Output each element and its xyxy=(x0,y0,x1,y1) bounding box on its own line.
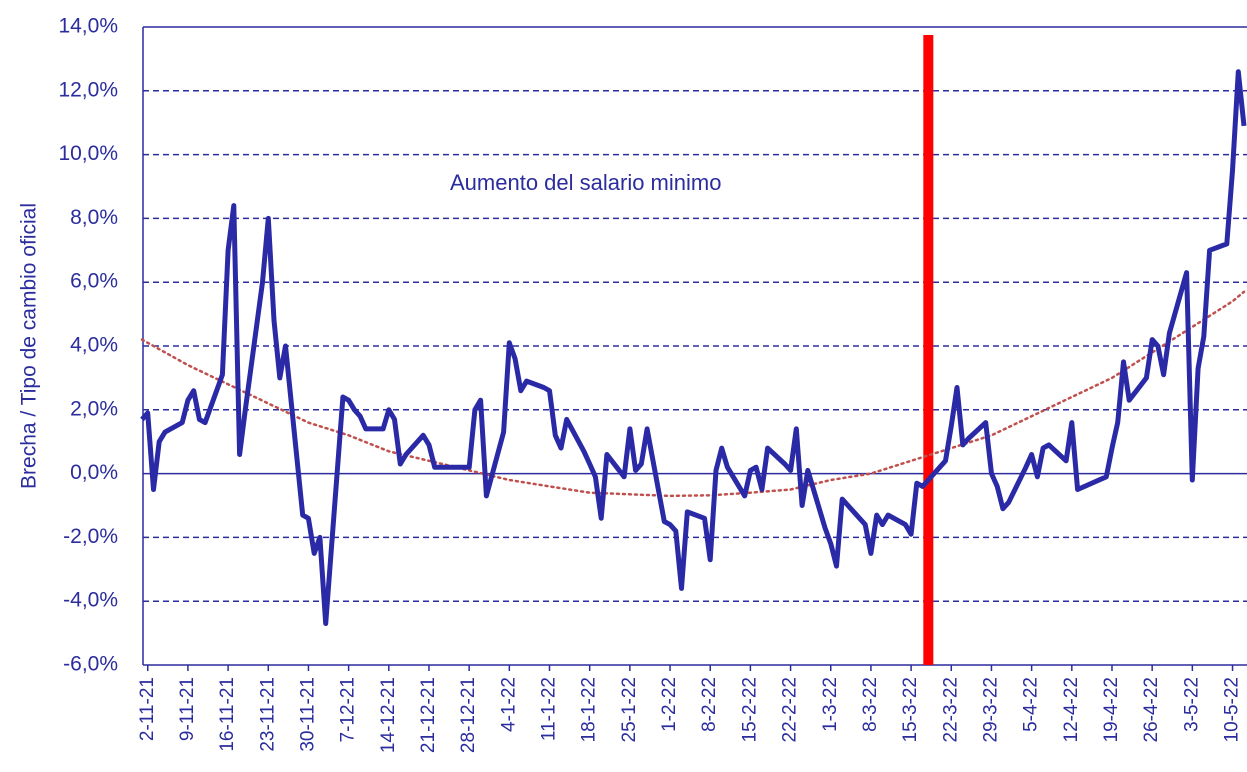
x-tick-label: 15-3-22 xyxy=(900,677,921,743)
x-tick-label: 11-1-22 xyxy=(539,677,560,741)
y-tick-label: -2,0% xyxy=(63,525,118,548)
x-tick-label: 1-2-22 xyxy=(659,677,680,732)
x-tick-label: 12-4-22 xyxy=(1061,677,1082,743)
y-tick-label: 4,0% xyxy=(70,334,118,357)
x-tick-label: 14-12-21 xyxy=(378,677,399,753)
x-tick-label: 5-4-22 xyxy=(1021,677,1042,732)
y-tick-label: 6,0% xyxy=(70,270,118,293)
y-axis-label: Brecha / Tipo de cambio oficial xyxy=(18,203,41,489)
x-tick-label: 16-11-21 xyxy=(217,677,238,752)
x-tick-label: 4-1-22 xyxy=(498,677,519,732)
y-tick-label: -6,0% xyxy=(63,653,118,676)
x-tick-label: 22-2-22 xyxy=(780,677,801,743)
y-tick-label: 2,0% xyxy=(70,397,118,420)
series-line xyxy=(140,69,1247,626)
x-tick-label: 30-11-21 xyxy=(297,677,318,752)
x-tick-label: 21-12-21 xyxy=(418,677,439,753)
x-tick-label: 29-3-22 xyxy=(980,677,1001,743)
x-tick-label: 8-2-22 xyxy=(699,677,720,732)
x-tick-label: 22-3-22 xyxy=(940,677,961,743)
y-tick-label: 12,0% xyxy=(58,78,118,101)
x-tick-label: 26-4-22 xyxy=(1141,677,1162,743)
x-tick-label: 1-3-22 xyxy=(820,677,841,732)
y-tick-label: 0,0% xyxy=(70,461,118,484)
x-tick-label: 2-11-21 xyxy=(137,677,158,741)
x-tick-label: 28-12-21 xyxy=(458,677,479,753)
annotation: Aumento del salario minimo xyxy=(450,170,721,195)
x-tick-label: 8-3-22 xyxy=(860,677,881,732)
y-tick-label: -4,0% xyxy=(63,589,118,612)
x-tick-label: 10-5-22 xyxy=(1222,677,1243,743)
x-tick-label: 25-1-22 xyxy=(619,677,640,743)
x-tick-label: 19-4-22 xyxy=(1101,677,1122,743)
x-tick-label: 23-11-21 xyxy=(257,677,278,752)
trendline xyxy=(140,290,1246,498)
y-tick-label: 14,0% xyxy=(58,15,118,38)
event-bar xyxy=(923,35,934,665)
y-tick-label: 10,0% xyxy=(58,142,118,165)
x-tick-label: 7-12-21 xyxy=(338,677,359,743)
x-tick-label: 9-11-21 xyxy=(177,677,198,741)
x-tick-label: 15-2-22 xyxy=(739,677,760,743)
y-tick-label: 8,0% xyxy=(70,206,118,229)
x-tick-label: 18-1-22 xyxy=(579,677,600,743)
x-tick-label: 3-5-22 xyxy=(1181,677,1202,732)
